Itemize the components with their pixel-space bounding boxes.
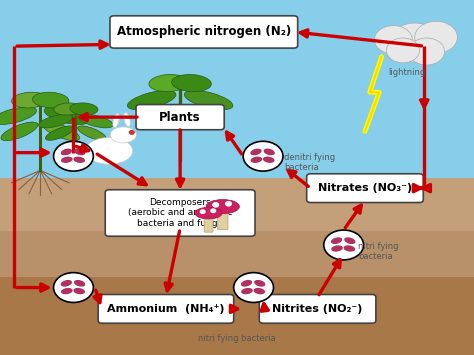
Ellipse shape — [242, 280, 251, 286]
Circle shape — [201, 210, 205, 213]
Text: lightning: lightning — [389, 67, 426, 77]
Ellipse shape — [172, 75, 211, 92]
Ellipse shape — [43, 122, 80, 141]
Ellipse shape — [38, 114, 73, 128]
FancyBboxPatch shape — [105, 190, 255, 236]
Ellipse shape — [113, 114, 119, 128]
Text: nitri fying bacteria: nitri fying bacteria — [198, 334, 276, 343]
Bar — [0, 277, 474, 355]
Ellipse shape — [251, 157, 262, 162]
Ellipse shape — [137, 107, 178, 127]
Text: Decomposers
(aerobic and anaerobic
bacteria and fungi): Decomposers (aerobic and anaerobic bacte… — [128, 198, 232, 228]
Circle shape — [374, 26, 412, 54]
Circle shape — [409, 38, 445, 65]
FancyBboxPatch shape — [98, 295, 234, 323]
Ellipse shape — [128, 91, 176, 110]
FancyBboxPatch shape — [218, 209, 228, 230]
Ellipse shape — [70, 103, 98, 115]
Ellipse shape — [264, 149, 274, 155]
Ellipse shape — [254, 289, 264, 294]
Ellipse shape — [110, 127, 137, 143]
Circle shape — [226, 202, 231, 206]
Ellipse shape — [79, 114, 113, 128]
Ellipse shape — [184, 91, 233, 110]
Bar — [0, 0, 474, 178]
Text: Plants: Plants — [159, 111, 201, 124]
Ellipse shape — [332, 238, 341, 244]
Ellipse shape — [206, 200, 239, 214]
FancyBboxPatch shape — [307, 174, 423, 202]
Ellipse shape — [75, 280, 84, 286]
Ellipse shape — [195, 207, 222, 219]
Ellipse shape — [62, 149, 71, 155]
Ellipse shape — [62, 280, 71, 286]
Circle shape — [389, 23, 441, 62]
Circle shape — [54, 273, 93, 302]
Circle shape — [243, 141, 283, 171]
FancyBboxPatch shape — [259, 295, 376, 323]
Text: Nitrites (NO₂⁻): Nitrites (NO₂⁻) — [273, 304, 363, 314]
Text: denitri fying
bacteria: denitri fying bacteria — [284, 153, 336, 173]
Ellipse shape — [344, 246, 355, 251]
Ellipse shape — [251, 149, 261, 155]
Circle shape — [386, 38, 419, 63]
Ellipse shape — [54, 103, 82, 115]
Ellipse shape — [12, 92, 48, 108]
Ellipse shape — [62, 157, 72, 162]
Ellipse shape — [78, 126, 106, 140]
Ellipse shape — [149, 75, 189, 92]
Ellipse shape — [182, 107, 223, 127]
FancyBboxPatch shape — [136, 104, 224, 130]
Ellipse shape — [75, 149, 84, 155]
Circle shape — [129, 131, 134, 134]
FancyBboxPatch shape — [204, 215, 213, 232]
Text: nitri fying
bacteria: nitri fying bacteria — [358, 242, 398, 261]
Ellipse shape — [0, 107, 36, 125]
Text: Ammonium  (NH₄⁺): Ammonium (NH₄⁺) — [107, 304, 225, 314]
Text: Atmospheric nitrogen (N₂): Atmospheric nitrogen (N₂) — [117, 26, 291, 38]
FancyBboxPatch shape — [110, 16, 298, 48]
Ellipse shape — [124, 113, 130, 127]
Ellipse shape — [255, 280, 264, 286]
Ellipse shape — [85, 137, 133, 164]
Text: Nitrates (NO₃⁻): Nitrates (NO₃⁻) — [318, 183, 412, 193]
Bar — [0, 231, 474, 355]
Bar — [0, 178, 474, 231]
Ellipse shape — [44, 107, 89, 125]
Ellipse shape — [33, 92, 69, 108]
Circle shape — [54, 141, 93, 171]
Ellipse shape — [74, 157, 84, 162]
Circle shape — [234, 273, 273, 302]
Ellipse shape — [46, 126, 74, 140]
Ellipse shape — [242, 289, 252, 294]
Circle shape — [211, 209, 216, 213]
Ellipse shape — [62, 289, 72, 294]
Circle shape — [213, 203, 219, 207]
Ellipse shape — [345, 238, 355, 244]
Ellipse shape — [74, 289, 84, 294]
Circle shape — [415, 21, 457, 53]
Ellipse shape — [332, 246, 342, 251]
Ellipse shape — [264, 157, 274, 162]
Ellipse shape — [1, 122, 38, 141]
Circle shape — [324, 230, 364, 260]
